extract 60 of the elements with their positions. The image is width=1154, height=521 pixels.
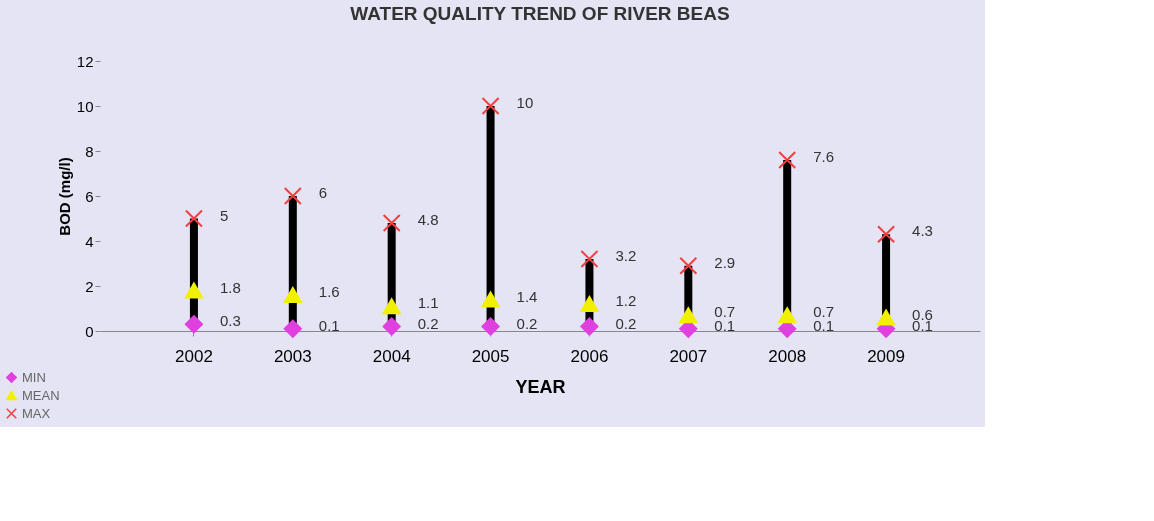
point [184, 282, 203, 299]
x-tick-label: 2006 [570, 346, 609, 366]
y-tick-label: 2 [85, 277, 94, 295]
point [283, 186, 302, 206]
data-label: 0.1 [318, 316, 340, 334]
point [580, 296, 599, 312]
point [778, 307, 797, 324]
y-tick-label: 12 [76, 52, 94, 70]
point [382, 298, 401, 315]
point [580, 249, 599, 269]
data-label: 1.4 [516, 287, 538, 305]
legend-label: MAX [22, 405, 51, 421]
x-tick-label: 2005 [471, 346, 510, 366]
y-tick-label: 0 [85, 322, 94, 340]
data-label: 4.3 [912, 222, 933, 240]
data-label: 2.9 [714, 253, 736, 271]
data-label: 10 [516, 94, 534, 111]
point [481, 317, 500, 336]
point [877, 309, 896, 326]
data-label: 0.2 [516, 314, 538, 332]
y-tick-label: 6 [85, 187, 94, 205]
x-tick-label: 2002 [175, 346, 213, 366]
legend-label: MEAN [22, 387, 60, 403]
data-label: 4.8 [417, 211, 439, 228]
data-label: 3.2 [615, 247, 637, 264]
legend-label: MIN [22, 369, 46, 385]
data-label: 0.2 [615, 314, 637, 332]
y-tick-label: 4 [85, 232, 94, 250]
x-tick-label: 2003 [273, 346, 312, 366]
data-label: 5 [219, 206, 229, 224]
chart-title: WATER QUALITY TREND OF RIVER BEAS [350, 3, 730, 24]
data-label: 1.6 [318, 283, 340, 300]
point [184, 209, 203, 228]
point [679, 256, 698, 275]
point [679, 307, 698, 324]
data-label: 1.1 [417, 294, 439, 312]
x-tick-label: 2004 [372, 346, 411, 366]
point [283, 319, 302, 338]
y-tick-label: 8 [85, 142, 94, 160]
point [481, 291, 500, 308]
point [184, 315, 203, 334]
point [382, 213, 401, 233]
x-tick-label: 2009 [867, 346, 905, 366]
data-label: 0.2 [417, 314, 439, 332]
point [877, 225, 896, 244]
point [580, 317, 599, 336]
point [382, 317, 401, 336]
point [481, 96, 500, 116]
data-label: 1.2 [615, 292, 637, 309]
data-label: 7.6 [813, 148, 835, 165]
x-tick-label: 2008 [768, 346, 807, 366]
x-axis-title: YEAR [515, 376, 566, 397]
point [778, 150, 797, 170]
y-tick-label: 10 [76, 97, 94, 115]
data-label: 0.3 [219, 312, 241, 330]
point [283, 287, 302, 303]
y-axis-title: BOD (mg/l) [55, 157, 73, 236]
data-label: 1.8 [219, 278, 241, 296]
data-label: 6 [318, 184, 328, 201]
x-tick-label: 2007 [669, 346, 708, 366]
